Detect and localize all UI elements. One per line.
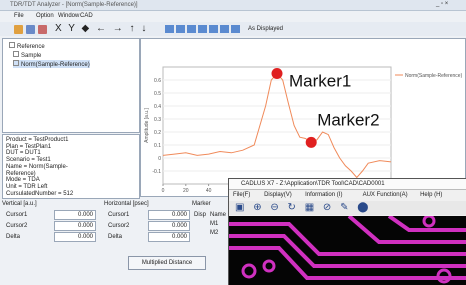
tree-item[interactable]: Reference [9, 42, 45, 50]
app-window: TDR/TDT Analyzer - [Norm(Sample-Referenc… [0, 0, 466, 285]
property-line: Reference) [6, 171, 36, 177]
cad-menu-item[interactable]: AUX Function(A) [363, 192, 408, 198]
y-tick-label: 0.3 [154, 117, 161, 123]
row-value: 0.000 [54, 221, 96, 231]
horizontal-panel: Horizontal [psec] Cursor1 0.000 Cursor2 0.00… [104, 199, 190, 249]
cad-menu-item[interactable]: Help (H) [420, 192, 442, 198]
display-mode[interactable]: As Displayed [248, 26, 283, 32]
tool-open[interactable] [14, 25, 23, 34]
y-tick-label: 0.5 [154, 91, 161, 97]
property-line: Plan = TestPlan1 [6, 144, 51, 150]
row-value: 0.000 [54, 232, 96, 242]
marker-row[interactable]: M1 [210, 221, 218, 227]
marker-dot[interactable] [306, 137, 317, 148]
panel-title: Vertical [a.u.] [2, 201, 37, 207]
row-label: Cursor2 [6, 223, 27, 229]
x-tick-label: 40 [206, 188, 212, 194]
property-line: Scenario = Test1 [6, 157, 51, 163]
window-title: TDR/TDT Analyzer - [Norm(Sample-Referenc… [10, 2, 138, 8]
row-value: 0.000 [148, 221, 190, 231]
tree-checkbox[interactable] [13, 51, 19, 57]
property-line: Mode = TDA [6, 177, 40, 183]
x-tick-label: 0 [162, 188, 165, 194]
tool-tdr[interactable] [38, 25, 47, 34]
window-controls[interactable]: _ ▫ × [436, 1, 448, 7]
tool-views[interactable] [165, 25, 240, 33]
row-label: Delta [108, 234, 122, 240]
row-label: Cursor2 [108, 223, 129, 229]
tree-checkbox[interactable] [13, 60, 19, 66]
column-header: Disp [194, 212, 206, 218]
property-line: Product = TestProduct1 [6, 137, 68, 143]
pcb-view [229, 216, 466, 285]
row-value: 0.000 [148, 232, 190, 242]
marker-label: Marker1 [289, 72, 351, 91]
cad-window: CADLUS X7 - Z:\Application\TDR Tool\CAD\… [228, 178, 466, 285]
cad-tools[interactable]: ▣ ⊕ ⊖ ↻ ▦ ⊘ ✎ ⬤ [235, 202, 371, 213]
property-line: Name = Norm(Sample- [6, 164, 68, 170]
tree-label: Norm(Sample-Reference) [21, 62, 90, 68]
property-line: CursulatedNumber = 512 [6, 191, 73, 197]
title-bar: TDR/TDT Analyzer - [Norm(Sample-Referenc… [0, 0, 466, 11]
row-label: Cursor1 [6, 212, 27, 218]
cursor-panels: Vertical [a.u.] Cursor1 0.000 Cursor2 0.000 D… [0, 199, 228, 285]
y-tick-label: 0.4 [154, 104, 161, 110]
y-tick-label: 0.1 [154, 143, 161, 149]
y-tick-label: 0.6 [154, 78, 161, 84]
y-axis-label: Amplitude [a.u.] [144, 108, 150, 143]
marker-row[interactable]: M2 [210, 230, 218, 236]
panel-title: Horizontal [psec] [104, 201, 149, 207]
cad-title-bar: CADLUS X7 - Z:\Application\TDR Tool\CAD\… [229, 179, 466, 190]
cad-menu-item[interactable]: Display(V) [264, 192, 292, 198]
panel-title: Marker [192, 201, 211, 207]
tree-label: Reference [17, 44, 45, 50]
chart: -0.100.10.20.30.40.50.602040608010012014… [140, 38, 466, 197]
cad-toolbar: ▣ ⊕ ⊖ ↻ ▦ ⊘ ✎ ⬤ [229, 201, 466, 215]
vertical-panel: Vertical [a.u.] Cursor1 0.000 Cursor2 0.000 D… [2, 199, 100, 249]
tree-item[interactable]: Sample [13, 51, 41, 59]
menu-item[interactable]: Window [58, 13, 79, 19]
tool-save[interactable] [26, 25, 35, 34]
tree-panel: Reference Sample Norm(Sample-Reference) [2, 38, 140, 133]
legend-label: Norm(Sample-Reference) [405, 73, 463, 79]
y-tick-label: 0.2 [154, 130, 161, 136]
row-label: Cursor1 [108, 212, 129, 218]
y-tick-label: 0 [158, 156, 161, 162]
cad-title: CADLUS X7 - Z:\Application\TDR Tool\CAD\… [241, 181, 385, 187]
marker-dot[interactable] [272, 68, 283, 79]
multiplied-distance-button[interactable]: Multiplied Distance [128, 256, 206, 270]
row-value: 0.000 [54, 210, 96, 220]
property-line: DUT = DUT1 [6, 150, 41, 156]
x-tick-label: 20 [183, 188, 189, 194]
tree-checkbox[interactable] [9, 42, 15, 48]
menu-item[interactable]: CAD [80, 13, 93, 19]
tree-item[interactable]: Norm(Sample-Reference) [13, 60, 90, 68]
row-label: Delta [6, 234, 20, 240]
cad-menu-bar: File(F) Display(V) Information (I) AUX Func… [229, 190, 466, 200]
cad-menu-item[interactable]: Information (I) [305, 192, 342, 198]
menu-item[interactable]: File [14, 13, 24, 19]
marker-label: Marker2 [317, 110, 379, 129]
row-value: 0.000 [148, 210, 190, 220]
tree-label: Sample [21, 53, 41, 59]
cad-menu-item[interactable]: File(F) [233, 192, 250, 198]
tool-arrows[interactable]: X Y ◆ ← → ↑ ↓ [55, 23, 148, 34]
toolbar: X Y ◆ ← → ↑ ↓ As Displayed [0, 22, 466, 36]
y-tick-label: -0.1 [152, 169, 161, 175]
menu-item[interactable]: Option [36, 13, 54, 19]
property-line: Unit = TDR Left [6, 184, 47, 190]
column-header: Name [210, 212, 226, 218]
